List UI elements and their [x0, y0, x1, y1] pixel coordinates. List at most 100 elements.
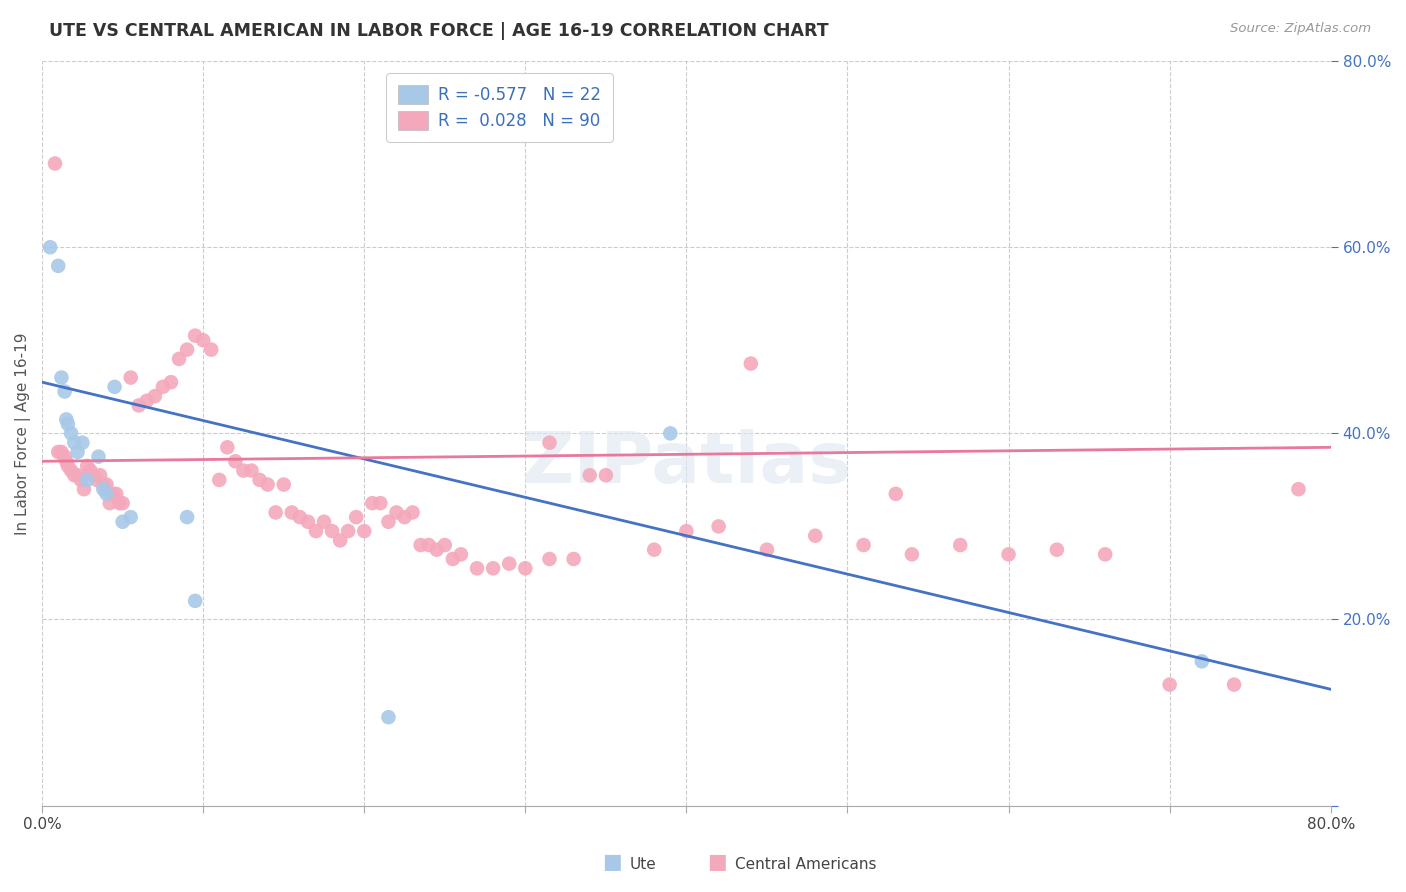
Point — [176, 510, 198, 524]
Point — [108, 496, 131, 510]
Point — [101, 487, 124, 501]
Point — [60, 464, 83, 478]
Point — [1191, 654, 1213, 668]
Y-axis label: In Labor Force | Age 16-19: In Labor Force | Age 16-19 — [15, 332, 31, 534]
Point — [884, 487, 907, 501]
Point — [264, 506, 287, 520]
Point — [997, 547, 1019, 561]
Text: Source: ZipAtlas.com: Source: ZipAtlas.com — [1230, 22, 1371, 36]
Point — [409, 538, 432, 552]
Point — [1046, 542, 1069, 557]
Point — [385, 506, 408, 520]
Point — [949, 538, 972, 552]
Point — [96, 477, 118, 491]
Point — [76, 458, 98, 473]
Point — [184, 594, 207, 608]
Point — [450, 547, 472, 561]
Point — [401, 506, 423, 520]
Point — [200, 343, 222, 357]
Point — [46, 445, 69, 459]
Text: ZIPatlas: ZIPatlas — [522, 429, 852, 498]
Point — [1288, 482, 1310, 496]
Point — [87, 450, 110, 464]
Point — [51, 370, 73, 384]
Point — [675, 524, 697, 538]
Point — [329, 533, 352, 548]
Point — [755, 542, 778, 557]
Point — [63, 468, 86, 483]
Point — [120, 510, 142, 524]
Text: Ute: Ute — [630, 857, 657, 872]
Point — [232, 464, 254, 478]
Point — [433, 538, 456, 552]
Point — [51, 445, 73, 459]
Point — [53, 450, 76, 464]
Point — [152, 380, 174, 394]
Point — [441, 552, 464, 566]
Point — [176, 343, 198, 357]
Point — [83, 468, 105, 483]
Point — [72, 435, 94, 450]
Point — [426, 542, 449, 557]
Text: Central Americans: Central Americans — [735, 857, 877, 872]
Point — [55, 412, 77, 426]
Point — [98, 496, 121, 510]
Point — [143, 389, 166, 403]
Point — [273, 477, 295, 491]
Point — [804, 529, 827, 543]
Point — [39, 240, 62, 254]
Point — [377, 710, 399, 724]
Point — [305, 524, 328, 538]
Point — [297, 515, 319, 529]
Point — [1159, 678, 1181, 692]
Point — [184, 328, 207, 343]
Point — [578, 468, 600, 483]
Point — [79, 464, 101, 478]
Point — [217, 440, 239, 454]
Point — [69, 473, 91, 487]
Text: UTE VS CENTRAL AMERICAN IN LABOR FORCE | AGE 16-19 CORRELATION CHART: UTE VS CENTRAL AMERICAN IN LABOR FORCE |… — [49, 22, 828, 40]
Point — [160, 375, 183, 389]
Point — [86, 473, 108, 487]
Point — [256, 477, 278, 491]
Point — [60, 426, 83, 441]
Point — [562, 552, 585, 566]
Point — [128, 399, 150, 413]
Point — [63, 435, 86, 450]
Point — [377, 515, 399, 529]
Point — [56, 458, 79, 473]
Point — [135, 393, 157, 408]
Point — [498, 557, 520, 571]
Point — [111, 496, 134, 510]
Point — [105, 487, 128, 501]
Point — [55, 454, 77, 468]
Point — [707, 519, 730, 533]
Point — [740, 357, 762, 371]
Point — [312, 515, 335, 529]
Point — [643, 542, 665, 557]
Point — [337, 524, 360, 538]
Point — [288, 510, 311, 524]
Legend: R = -0.577   N = 22, R =  0.028   N = 90: R = -0.577 N = 22, R = 0.028 N = 90 — [387, 73, 613, 142]
Point — [344, 510, 367, 524]
Point — [56, 417, 79, 431]
Point — [659, 426, 682, 441]
Point — [538, 435, 561, 450]
Point — [66, 445, 89, 459]
Point — [281, 506, 304, 520]
Point — [167, 351, 190, 366]
Point — [104, 380, 127, 394]
Point — [44, 156, 66, 170]
Point — [76, 473, 98, 487]
Point — [66, 468, 89, 483]
Point — [73, 482, 96, 496]
Point — [1223, 678, 1246, 692]
Point — [224, 454, 246, 468]
Point — [120, 370, 142, 384]
Point — [595, 468, 617, 483]
Point — [89, 468, 111, 483]
Text: ■: ■ — [707, 853, 727, 872]
Point — [91, 482, 114, 496]
Point — [418, 538, 440, 552]
Point — [370, 496, 392, 510]
